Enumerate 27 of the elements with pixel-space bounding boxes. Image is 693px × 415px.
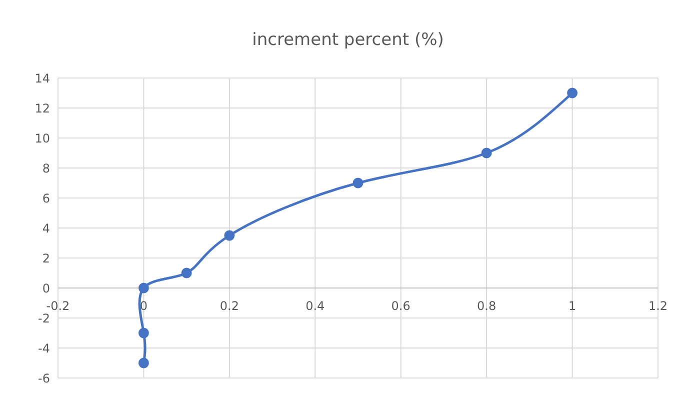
point (181, 268, 192, 278)
y-tick-label: -4 (38, 341, 50, 356)
point (138, 328, 149, 338)
x-tick-label: 0.8 (477, 299, 496, 313)
x-tick-label: 1.2 (648, 299, 668, 313)
point (567, 88, 578, 98)
y-tick-label: 8 (42, 161, 50, 176)
point (224, 230, 235, 241)
x-tick-label: 1 (568, 299, 576, 313)
y-tick-label: 12 (34, 101, 50, 116)
x-tick-label: 0.4 (306, 299, 325, 313)
y-tick-label: 4 (42, 221, 50, 236)
x-tick-label: 0.6 (391, 299, 410, 313)
y-tick-label: -2 (38, 311, 50, 326)
point (138, 358, 149, 368)
point (352, 178, 364, 188)
point (138, 282, 149, 294)
point (481, 148, 492, 158)
y-tick-label: 0 (42, 281, 50, 296)
y-tick-label: 6 (42, 191, 50, 206)
x-tick-label: 0.2 (220, 299, 239, 313)
chart-title: increment percent (%) (251, 30, 445, 50)
y-tick-label: -6 (38, 371, 50, 386)
y-tick-label: 10 (34, 131, 50, 146)
x-tick-label: -0.2 (46, 299, 70, 313)
y-tick-label: 14 (34, 71, 50, 86)
y-tick-label: 2 (42, 251, 50, 266)
